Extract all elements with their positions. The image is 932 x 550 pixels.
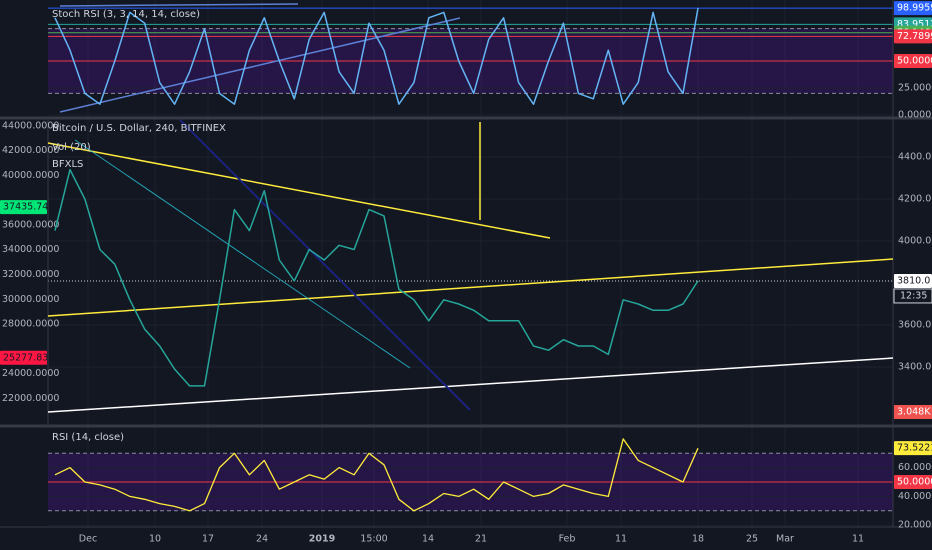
axis-label: 44000.0000 [2,120,59,131]
series-line [54,438,699,512]
axis-label: 60.0000 [898,462,932,473]
axis-label: 4400.0 [898,152,931,163]
badge-label: 73.5221 [897,443,932,454]
trend-line[interactable] [59,3,299,7]
axis-label: 42000.0000 [2,145,59,156]
time-label: 21 [475,534,487,545]
countdown: 12:35 [900,290,927,301]
axis-label: 36000.0000 [2,219,59,230]
time-label: 25 [746,534,758,545]
price-badge [894,273,932,288]
time-label: 11 [852,534,864,545]
trend-line[interactable] [47,142,551,239]
axis-label: 22000.0000 [2,393,59,404]
badge-label: 50.0000 [897,56,932,67]
axis-label: 0.0000 [898,110,931,121]
axis-label: 28000.0000 [2,319,59,330]
time-label: 14 [422,534,434,545]
volume-badge [894,405,932,419]
axis-label: 24000.0000 [2,368,59,379]
time-label: 24 [256,534,268,545]
time-label: 15:00 [360,534,387,545]
badge-label: 25277.8369 [3,352,60,363]
indicator-label: Vol (20) [52,142,91,153]
series-line [54,7,699,105]
axis-label: 40000.0000 [2,170,59,181]
rsi-title: RSI (14, close) [52,432,124,443]
price-badge [894,441,932,456]
price-badge [0,200,47,215]
time-label: Mar [776,534,794,545]
time-label: Dec [79,534,97,545]
countdown-box [893,288,932,304]
main-title: Bitcoin / U.S. Dollar, 240, BITFINEX [52,123,226,134]
time-label: 10 [149,534,161,545]
axis-label: 32000.0000 [2,269,59,280]
series-line [54,168,699,387]
trend-line[interactable] [74,139,411,369]
axis-label: 3600.0 [898,320,931,331]
time-label: 17 [202,534,214,545]
indicator-label: BFXLS [52,159,83,170]
axis-label: 4200.0 [898,194,931,205]
axis-label: 40.0000 [898,491,932,502]
badge-label: 83.9512 [897,19,932,30]
time-label: 18 [692,534,704,545]
badge-label: 3810.0 [897,275,930,286]
stoch-title: Stoch RSI (3, 3, 14, 14, close) [52,9,200,20]
trend-line[interactable] [59,17,461,113]
trend-line[interactable] [47,258,894,317]
axis-label: 4000.0 [898,236,931,247]
volume-label: 3.048K [897,407,931,418]
badge-label: 50.0000 [897,477,932,488]
price-badge [894,475,932,489]
price-badge [0,350,47,365]
axis-label: 20.0000 [898,520,932,531]
axis-label: 3400.0 [898,362,931,373]
price-badge [894,29,932,44]
grid [48,0,893,527]
time-label: Feb [559,534,576,545]
channel-line[interactable] [179,119,471,411]
time-label: 2019 [309,534,335,545]
axis-label: 34000.0000 [2,244,59,255]
badge-label: 72.7899 [897,31,932,42]
price-badge [894,54,932,68]
badge-label: 37435.7437 [3,202,60,213]
trend-line[interactable] [47,357,894,413]
axis-label: 25.0000 [898,83,932,94]
badge-label: 98.9959 [897,3,932,14]
axis-label: 30000.0000 [2,294,59,305]
time-label: 11 [615,534,627,545]
price-badge [894,1,932,16]
